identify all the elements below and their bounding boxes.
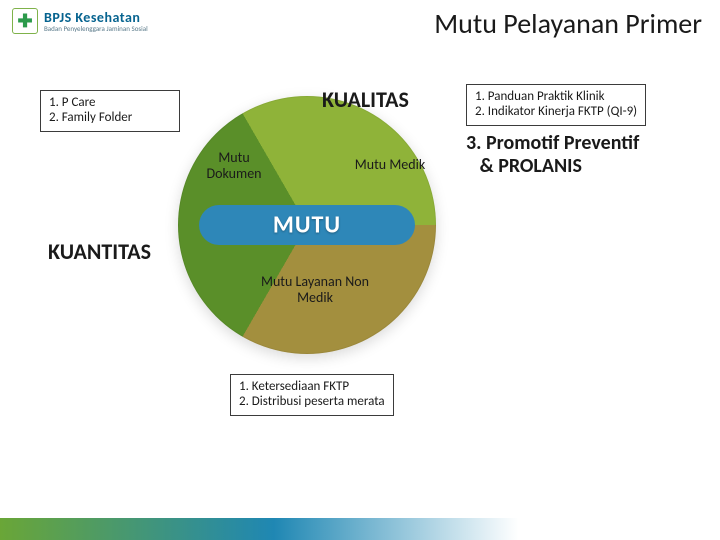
callout-non-medik: 1. Ketersediaan FKTP 2. Distribusi peser… [230, 374, 394, 416]
segment-label-top: Mutu Medik [330, 157, 450, 173]
callout-bottom-item: 1. Ketersediaan FKTP [239, 379, 385, 394]
promotif-line2: & PROLANIS [480, 154, 582, 178]
logo-title: BPJS Kesehatan [44, 11, 148, 25]
pie-center-label: MUTU [178, 211, 436, 240]
promotif-number: 3. [466, 131, 481, 155]
logo-mark-icon: ✚ [12, 8, 38, 34]
mutu-cycle-diagram: MUTU [178, 96, 436, 354]
promotif-preventif-text: 3. Promotif Preventif & PROLANIS [466, 132, 639, 178]
callout-left-item: 1. P Care [49, 95, 171, 110]
callout-right-item: 1. Panduan Praktik Klinik [475, 89, 637, 104]
callout-left-item: 2. Family Folder [49, 110, 171, 125]
promotif-line1: Promotif Preventif [486, 131, 639, 155]
kuantitas-label: KUANTITAS [48, 238, 151, 265]
callout-bottom-item: 2. Distribusi peserta merata [239, 394, 385, 409]
footer-accent-bar [0, 518, 720, 540]
callout-mutu-medik: 1. Panduan Praktik Klinik 2. Indikator K… [466, 84, 646, 126]
callout-right-item: 2. Indikator Kinerja FKTP (QI-9) [475, 104, 637, 119]
brand-logo: ✚ BPJS Kesehatan Badan Penyelenggara Jam… [12, 8, 148, 34]
page-title: Mutu Pelayanan Primer [434, 6, 702, 41]
segment-label-left: Mutu Dokumen [188, 150, 280, 182]
logo-subtitle: Badan Penyelenggara Jaminan Sosial [44, 25, 148, 32]
callout-mutu-dokumen: 1. P Care 2. Family Folder [40, 90, 180, 132]
segment-label-bottom: Mutu Layanan Non Medik [240, 274, 390, 306]
kualitas-label: KUALITAS [322, 86, 409, 113]
